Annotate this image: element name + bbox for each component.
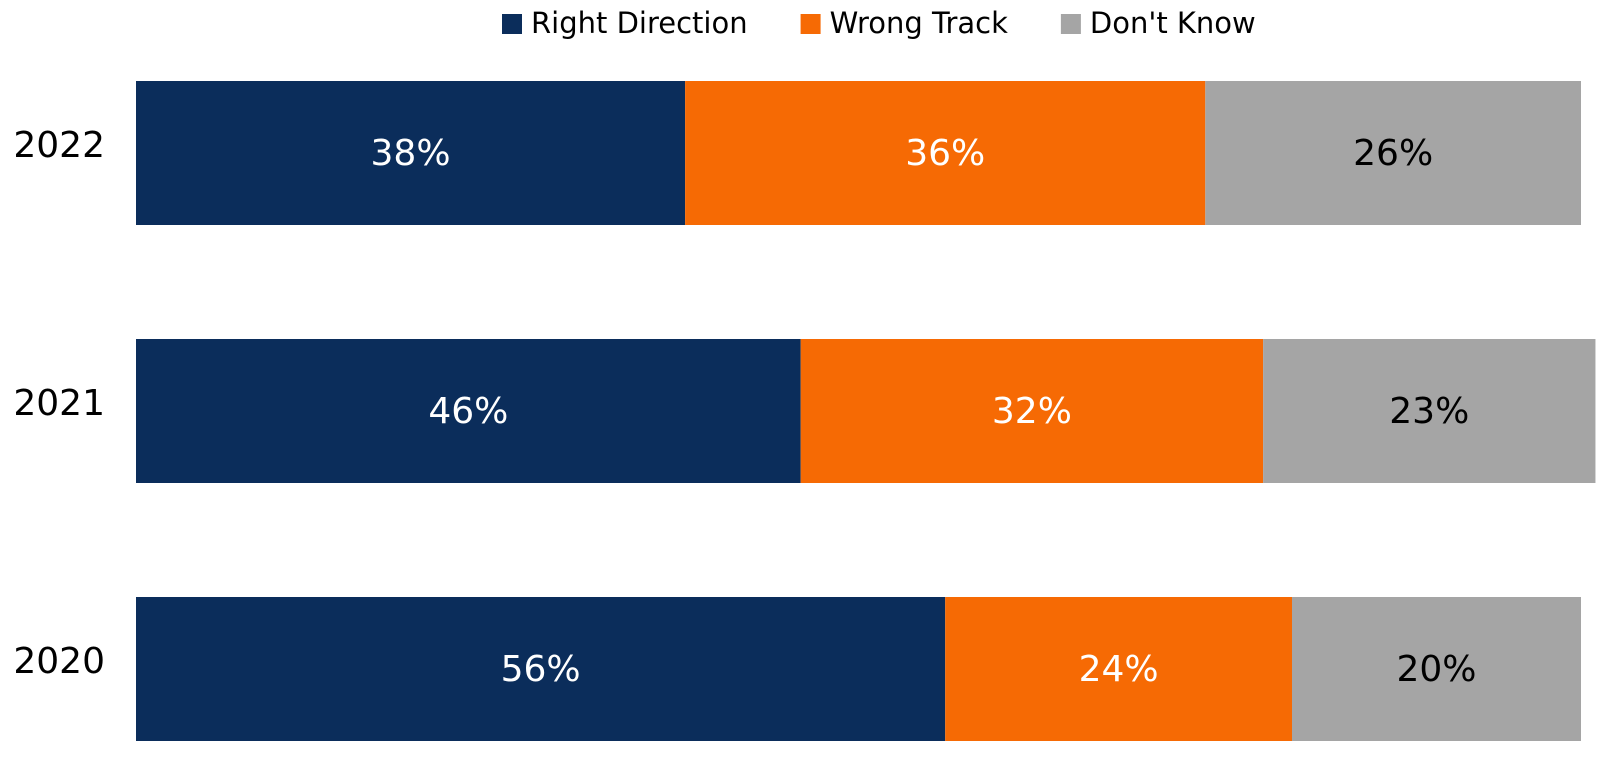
data-label: 46% [428,391,508,432]
bar-segment [136,81,686,225]
data-label: 38% [371,133,451,174]
data-label: 24% [1079,649,1159,690]
bar-segment [1205,81,1581,225]
y-tick-label: 2021 [13,383,105,424]
bar-segment [685,81,1206,225]
data-label: 20% [1396,649,1476,690]
y-tick-label: 2022 [13,125,105,166]
legend-swatch [800,14,821,34]
bar-segment [1263,339,1596,483]
bar-segment [1292,597,1581,741]
data-label: 56% [501,649,581,690]
legend-swatch [502,14,522,34]
data-label: 26% [1353,133,1433,174]
legend-label: Right Direction [531,6,748,40]
y-tick-label: 2020 [13,641,105,682]
legend-label: Wrong Track [830,6,1008,40]
data-label: 36% [905,133,985,174]
data-label: 32% [992,391,1072,432]
bar-segment [136,339,801,483]
data-label: 23% [1389,391,1469,432]
legend-swatch [1060,14,1081,34]
bar-segment [800,339,1264,483]
bar-segment [136,597,946,741]
bar-segment [945,597,1292,741]
legend-label: Don't Know [1090,6,1256,40]
